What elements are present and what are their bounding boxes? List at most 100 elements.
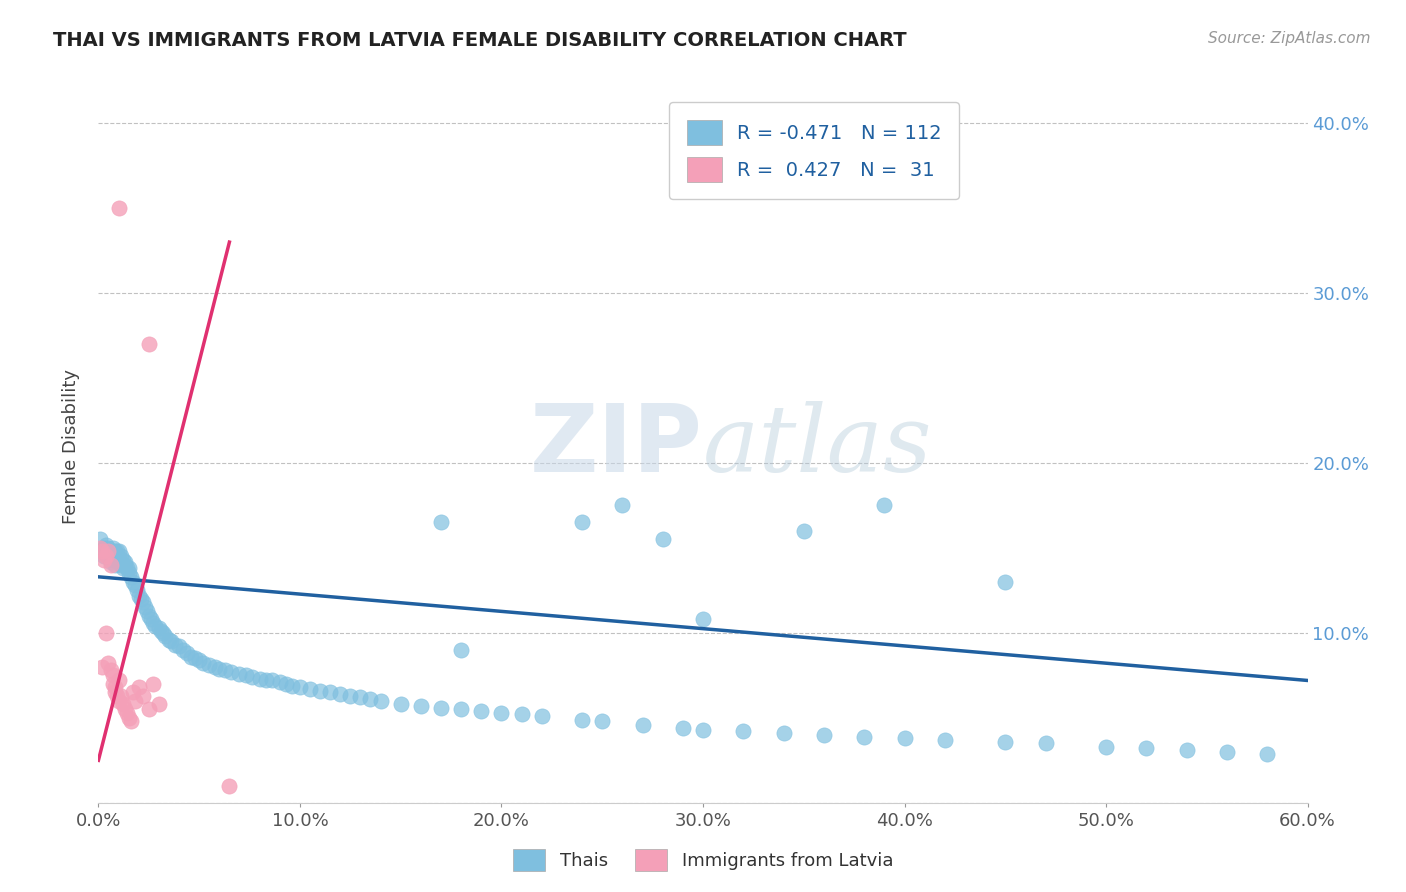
Point <box>370 694 392 708</box>
Point <box>97 657 120 671</box>
Point <box>142 615 165 630</box>
Point <box>281 679 304 693</box>
Point <box>101 541 124 555</box>
Point <box>110 689 132 703</box>
Point <box>733 724 755 739</box>
Point <box>692 612 714 626</box>
Text: THAI VS IMMIGRANTS FROM LATVIA FEMALE DISABILITY CORRELATION CHART: THAI VS IMMIGRANTS FROM LATVIA FEMALE DI… <box>53 31 907 50</box>
Point <box>138 337 160 351</box>
Point <box>813 728 835 742</box>
Point <box>853 730 876 744</box>
Point <box>349 690 371 705</box>
Point <box>204 660 226 674</box>
Point <box>329 687 352 701</box>
Point <box>148 621 170 635</box>
Point <box>873 499 896 513</box>
Point <box>193 657 215 671</box>
Point <box>134 600 156 615</box>
Point <box>221 665 243 679</box>
Point <box>115 706 138 720</box>
Point <box>571 713 593 727</box>
Point <box>101 668 124 682</box>
Point <box>470 704 492 718</box>
Point <box>132 689 155 703</box>
Point <box>89 541 111 555</box>
Point <box>1175 743 1198 757</box>
Point <box>450 702 472 716</box>
Point <box>107 553 129 567</box>
Point <box>188 653 211 667</box>
Point <box>793 524 815 538</box>
Point <box>934 733 956 747</box>
Point <box>591 714 613 729</box>
Point <box>129 591 152 606</box>
Point <box>143 619 166 633</box>
Point <box>100 555 122 569</box>
Point <box>124 578 146 592</box>
Point <box>249 672 271 686</box>
Point <box>114 702 136 716</box>
Point <box>772 726 794 740</box>
Point <box>148 698 170 712</box>
Point <box>269 675 291 690</box>
Point <box>235 668 257 682</box>
Point <box>97 544 120 558</box>
Point <box>111 698 134 712</box>
Point <box>228 666 250 681</box>
Point <box>100 558 122 572</box>
Point <box>651 533 673 547</box>
Point <box>128 680 150 694</box>
Point <box>274 677 297 691</box>
Point <box>91 544 114 558</box>
Point <box>994 574 1017 589</box>
Point <box>430 516 453 530</box>
Point <box>96 537 118 551</box>
Point <box>107 544 129 558</box>
Point <box>491 706 513 720</box>
Point <box>309 683 332 698</box>
Point <box>180 649 202 664</box>
Point <box>132 595 155 609</box>
Point <box>339 689 361 703</box>
Point <box>208 662 231 676</box>
Point <box>994 734 1017 748</box>
Point <box>118 561 141 575</box>
Point <box>107 694 129 708</box>
Point <box>101 553 124 567</box>
Point <box>172 643 194 657</box>
Point <box>153 629 176 643</box>
Point <box>121 685 143 699</box>
Point <box>91 660 114 674</box>
Point <box>111 553 134 567</box>
Point <box>100 544 122 558</box>
Point <box>1256 747 1278 761</box>
Point <box>115 561 138 575</box>
Point <box>692 723 714 737</box>
Point <box>1095 739 1118 754</box>
Point <box>103 680 125 694</box>
Point <box>135 604 157 618</box>
Point <box>612 499 634 513</box>
Point <box>121 574 143 589</box>
Point <box>288 680 311 694</box>
Point <box>571 516 593 530</box>
Legend: R = -0.471   N = 112, R =  0.427   N =  31: R = -0.471 N = 112, R = 0.427 N = 31 <box>669 103 959 199</box>
Point <box>240 670 263 684</box>
Point <box>430 700 453 714</box>
Point <box>218 779 240 793</box>
Point <box>105 544 128 558</box>
Point <box>138 702 160 716</box>
Point <box>163 638 186 652</box>
Point <box>510 707 533 722</box>
Point <box>110 549 132 564</box>
Point <box>103 544 125 558</box>
Point <box>299 681 322 696</box>
Point <box>157 632 180 647</box>
Point <box>93 541 115 555</box>
Point <box>89 533 111 547</box>
Point <box>105 689 128 703</box>
Y-axis label: Female Disability: Female Disability <box>62 368 80 524</box>
Text: ZIP: ZIP <box>530 400 703 492</box>
Point <box>1135 741 1157 756</box>
Point <box>118 711 141 725</box>
